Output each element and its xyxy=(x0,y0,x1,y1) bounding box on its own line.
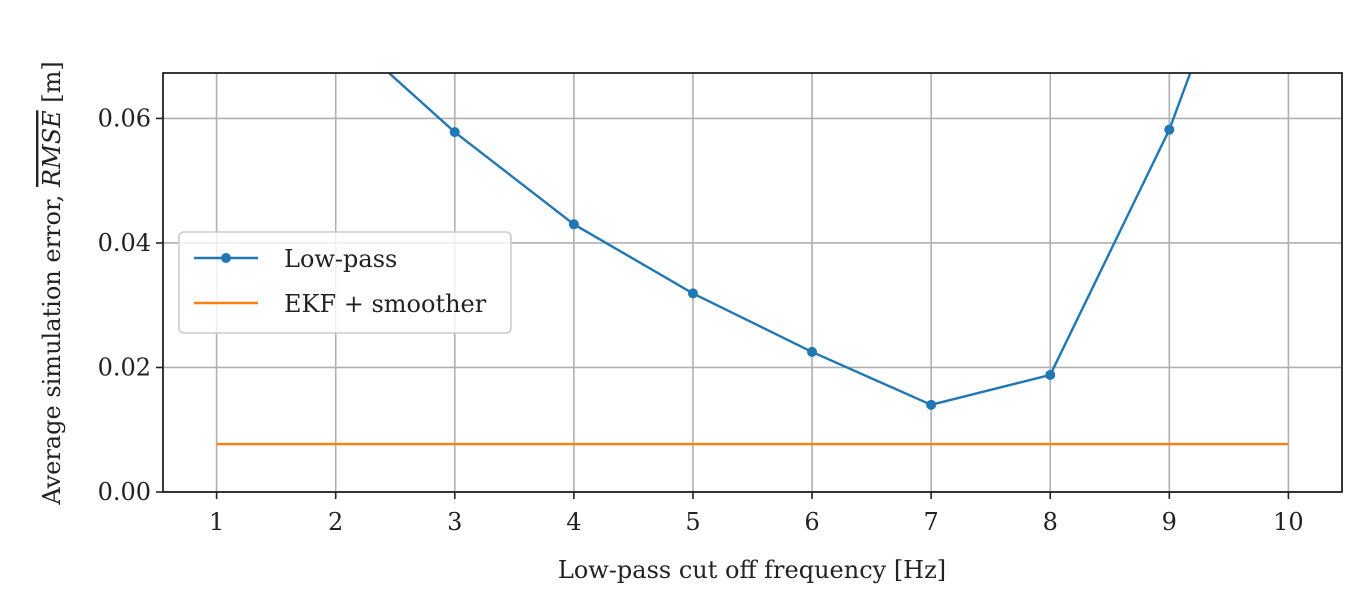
legend-marker-low-pass xyxy=(221,253,231,263)
x-tick-label: 4 xyxy=(566,508,581,536)
x-tick-label: 6 xyxy=(804,508,819,536)
y-axis-title-rmse: RMSE xyxy=(38,110,66,188)
data-point-low-pass xyxy=(807,346,818,357)
plot-area-frame xyxy=(162,72,1343,493)
y-tick-label: 0.06 xyxy=(98,104,151,132)
y-tick-label: 0.02 xyxy=(98,353,151,381)
x-tick-label: 3 xyxy=(447,508,462,536)
legend: Low-pass EKF + smoother xyxy=(178,231,512,334)
axis-ticks: 1 2 3 4 5 6 7 8 9 10 0.00 0.02 0.04 0.06 xyxy=(98,104,1304,536)
data-point-low-pass xyxy=(1164,124,1175,135)
data-point-low-pass xyxy=(449,127,460,138)
x-tick-label: 8 xyxy=(1043,508,1058,536)
data-point-low-pass xyxy=(331,20,341,30)
x-axis-title: Low-pass cut off frequency [Hz] xyxy=(558,556,946,584)
x-tick-label: 10 xyxy=(1273,508,1304,536)
legend-box xyxy=(178,231,512,334)
data-point-low-pass xyxy=(687,288,698,299)
y-axis-title-prefix: Average simulation error, xyxy=(38,187,66,506)
data-point-low-pass xyxy=(1045,369,1056,380)
x-tick-label: 7 xyxy=(923,508,938,536)
y-axis-title: Average simulation error, RMSE [m] xyxy=(38,61,66,506)
x-tick-label: 2 xyxy=(328,508,343,536)
legend-label-ekf-smoother: EKF + smoother xyxy=(284,290,487,318)
x-tick-label: 9 xyxy=(1162,508,1177,536)
y-tick-label: 0.04 xyxy=(98,229,151,257)
y-tick-label: 0.00 xyxy=(98,478,151,506)
series-layer xyxy=(216,20,1289,446)
x-tick-label: 5 xyxy=(685,508,700,536)
x-tick-label: 1 xyxy=(209,508,224,536)
data-point-low-pass xyxy=(568,219,579,230)
data-point-low-pass xyxy=(926,399,937,410)
y-axis-title-unit: [m] xyxy=(38,61,66,110)
legend-label-low-pass: Low-pass xyxy=(284,245,397,273)
